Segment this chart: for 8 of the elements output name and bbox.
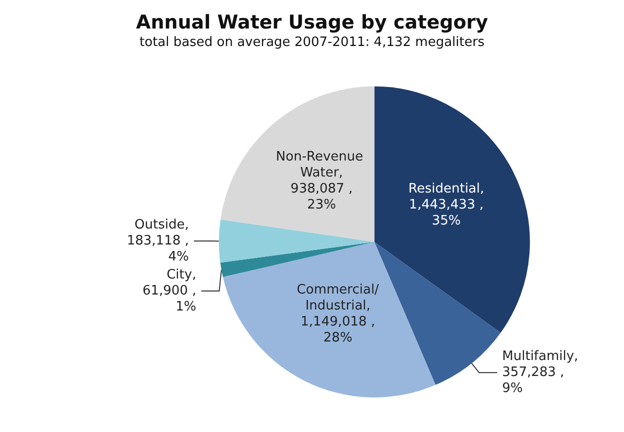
slice-label: Commercial/Industrial, 1,149,018 , 28% — [296, 282, 380, 346]
slice-label: Residential, 1,443,433 , 35% — [408, 182, 484, 229]
slice-label: Outside, 183,118 , 4% — [126, 218, 189, 265]
slice-label: City, 61,900 , 1% — [142, 268, 196, 315]
slice-label: Non-Revenue Water, 938,087 , 23% — [276, 149, 368, 212]
chart-subtitle: total based on average 2007-2011: 4,132 megaliters — [140, 35, 485, 50]
chart-title: Annual Water Usage by category — [136, 12, 489, 34]
slice-label: Multifamily, 357,283 , 9% — [502, 349, 578, 396]
